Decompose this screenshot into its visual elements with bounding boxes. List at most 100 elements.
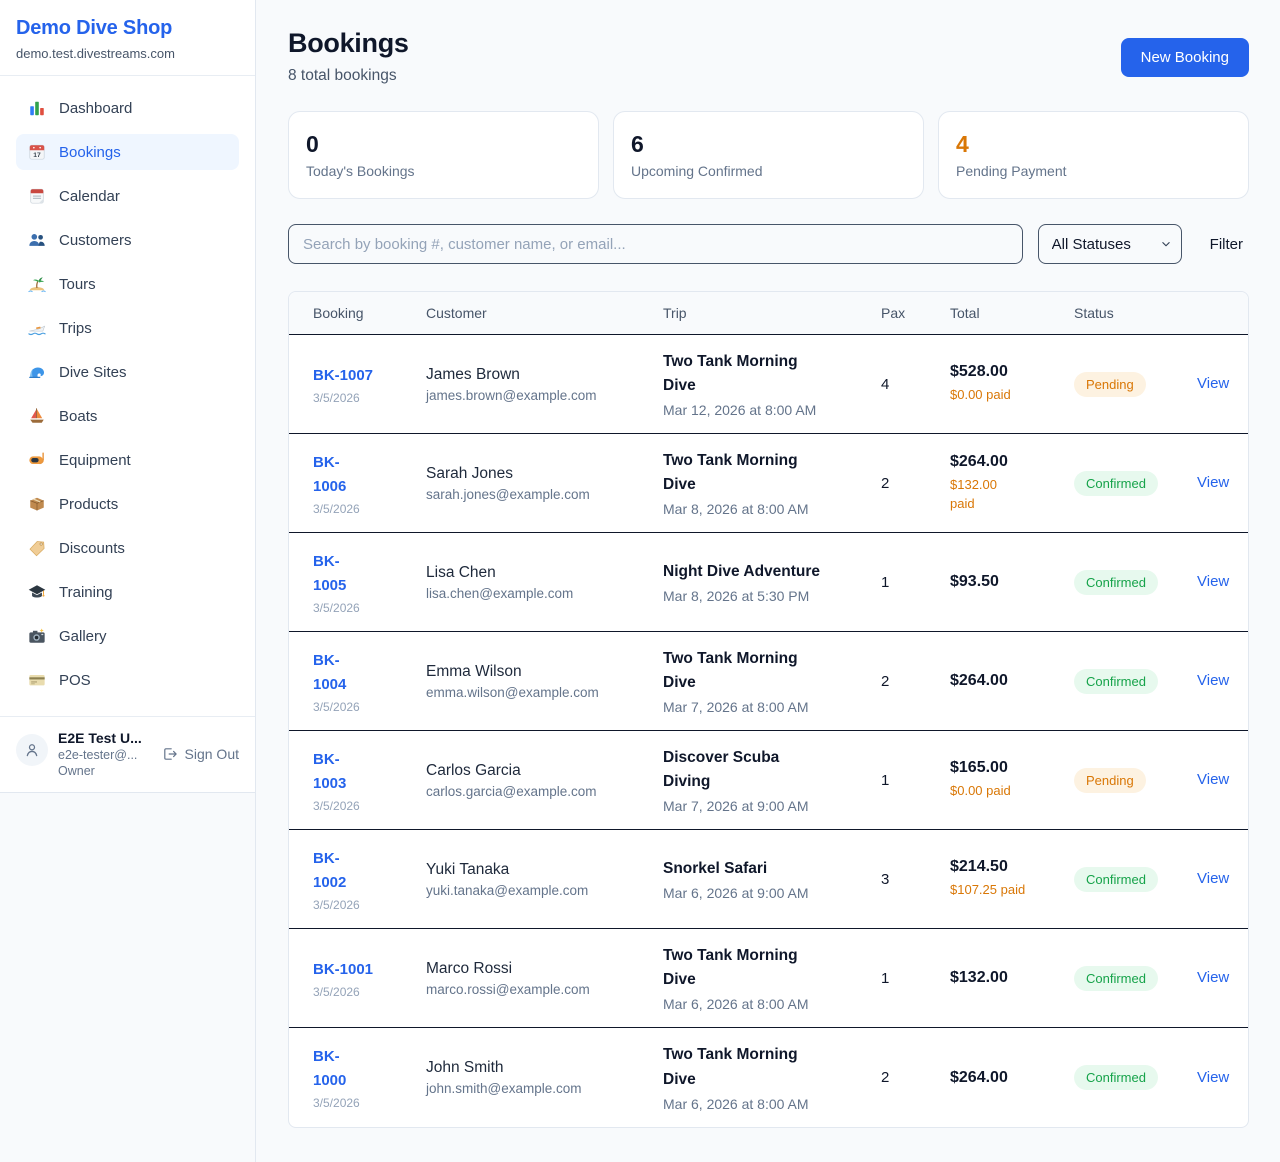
customer-name: Sarah Jones bbox=[426, 464, 514, 482]
booking-id-link[interactable]: BK- 1000 bbox=[313, 1048, 347, 1089]
sidebar-item-tours[interactable]: Tours bbox=[16, 266, 239, 302]
sidebar-item-customers[interactable]: Customers bbox=[16, 222, 239, 258]
status-cell: Pending bbox=[1050, 360, 1173, 409]
view-cell: View bbox=[1173, 660, 1248, 702]
credit-card-icon bbox=[28, 671, 46, 689]
booking-date: 3/5/2026 bbox=[313, 897, 360, 912]
total-cell: $93.50 bbox=[926, 561, 1050, 603]
status-badge: Pending bbox=[1074, 371, 1146, 397]
booking-id-link[interactable]: BK- 1002 bbox=[313, 849, 347, 891]
paid-amount: $0.00 paid bbox=[950, 387, 1011, 403]
total-amount: $132.00 bbox=[950, 969, 1008, 986]
customer-cell: Emma Wilson emma.wilson@example.com bbox=[402, 651, 639, 712]
booking-id-link[interactable]: BK- 1005 bbox=[313, 552, 347, 594]
sidebar-item-label: Gallery bbox=[59, 627, 107, 645]
sidebar-item-training[interactable]: Training bbox=[16, 574, 239, 610]
customer-name: James Brown bbox=[426, 365, 520, 383]
table-header: Booking Customer Trip Pax Total Status bbox=[289, 292, 1248, 335]
status-badge: Confirmed bbox=[1074, 569, 1158, 595]
sidebar-panel: Demo Dive Shop demo.test.divestreams.com… bbox=[0, 0, 255, 793]
view-link[interactable]: View bbox=[1197, 672, 1230, 689]
stat-label: Today's Bookings bbox=[306, 163, 415, 179]
view-link[interactable]: View bbox=[1197, 771, 1230, 788]
view-link[interactable]: View bbox=[1197, 375, 1230, 392]
sign-out-button[interactable]: Sign Out bbox=[162, 746, 239, 762]
sidebar-item-calendar[interactable]: Calendar bbox=[16, 178, 239, 214]
search-input[interactable] bbox=[288, 224, 1023, 264]
view-link[interactable]: View bbox=[1197, 870, 1230, 887]
sidebar-item-bookings[interactable]: Bookings bbox=[16, 134, 239, 170]
booking-id-link[interactable]: BK-1001 bbox=[313, 960, 374, 978]
col-header-booking: Booking bbox=[313, 305, 364, 321]
booking-cell: BK- 1004 3/5/2026 bbox=[289, 637, 402, 726]
page-title-block: Bookings 8 total bookings bbox=[288, 28, 409, 85]
sidebar-item-discounts[interactable]: Discounts bbox=[16, 530, 239, 566]
sailboat-icon bbox=[28, 407, 46, 425]
sidebar-item-pos[interactable]: POS bbox=[16, 662, 239, 698]
status-badge: Confirmed bbox=[1074, 470, 1158, 496]
sidebar-item-gallery[interactable]: Gallery bbox=[16, 618, 239, 654]
view-link[interactable]: View bbox=[1197, 474, 1230, 491]
customer-cell: Sarah Jones sarah.jones@example.com bbox=[402, 453, 639, 514]
sidebar-item-trips[interactable]: Trips bbox=[16, 310, 239, 346]
sidebar-item-label: Trips bbox=[59, 319, 92, 337]
total-amount: $264.00 bbox=[950, 672, 1008, 689]
view-link[interactable]: View bbox=[1197, 969, 1230, 986]
sidebar-item-products[interactable]: Products bbox=[16, 486, 239, 522]
sidebar-item-label: POS bbox=[59, 671, 91, 689]
filter-row: All Statuses Filter bbox=[288, 224, 1249, 264]
trip-name: Two Tank Morning Dive bbox=[663, 649, 798, 691]
view-link[interactable]: View bbox=[1197, 573, 1230, 590]
filter-button[interactable]: Filter bbox=[1204, 228, 1249, 261]
booking-date: 3/5/2026 bbox=[313, 600, 360, 615]
pax-count: 1 bbox=[881, 969, 890, 987]
camera-icon bbox=[28, 627, 46, 645]
stats-row: 0 Today's Bookings 6 Upcoming Confirmed … bbox=[288, 111, 1249, 199]
trip-cell: Two Tank Morning Dive Mar 6, 2026 at 8:0… bbox=[639, 1031, 857, 1123]
pax-count: 2 bbox=[881, 474, 890, 492]
stat-value: 6 bbox=[631, 131, 644, 157]
table-row: BK-1007 3/5/2026 James Brown james.brown… bbox=[289, 335, 1248, 434]
stat-label: Upcoming Confirmed bbox=[631, 163, 763, 179]
trip-cell: Two Tank Morning Dive Mar 8, 2026 at 8:0… bbox=[639, 437, 857, 529]
sidebar-nav: Dashboard Bookings Calendar Customers To… bbox=[0, 76, 255, 716]
pax-count: 2 bbox=[881, 1069, 890, 1086]
booking-id-link[interactable]: BK- 1006 bbox=[313, 453, 347, 495]
sidebar-item-label: Calendar bbox=[59, 187, 120, 205]
stat-value: 4 bbox=[956, 131, 969, 157]
trip-datetime: Mar 6, 2026 at 8:00 AM bbox=[663, 1095, 809, 1112]
view-link[interactable]: View bbox=[1197, 1068, 1230, 1086]
booking-id-link[interactable]: BK- 1003 bbox=[313, 750, 347, 792]
sidebar-item-label: Tours bbox=[59, 275, 96, 293]
sidebar-item-dashboard[interactable]: Dashboard bbox=[16, 90, 239, 126]
user-name: E2E Test U... bbox=[58, 730, 142, 746]
paid-amount: $132.00 paid bbox=[950, 476, 997, 512]
sidebar-item-label: Training bbox=[59, 583, 113, 601]
customer-email: carlos.garcia@example.com bbox=[426, 783, 597, 799]
booking-cell: BK- 1003 3/5/2026 bbox=[289, 736, 402, 825]
status-badge: Confirmed bbox=[1074, 866, 1158, 892]
customer-email: sarah.jones@example.com bbox=[426, 486, 590, 502]
sidebar-item-dive-sites[interactable]: Dive Sites bbox=[16, 354, 239, 390]
col-header-customer: Customer bbox=[426, 305, 487, 321]
total-cell: $165.00 $0.00 paid bbox=[926, 747, 1050, 813]
booking-date: 3/5/2026 bbox=[313, 1096, 360, 1110]
user-role: Owner bbox=[58, 764, 95, 778]
total-cell: $214.50 $107.25 paid bbox=[926, 846, 1050, 912]
stat-todays-bookings: 0 Today's Bookings bbox=[288, 111, 599, 199]
customer-cell: Marco Rossi marco.rossi@example.com bbox=[402, 948, 639, 1009]
booking-id-link[interactable]: BK-1007 bbox=[313, 366, 374, 384]
customer-name: John Smith bbox=[426, 1059, 504, 1076]
page-title: Bookings bbox=[288, 28, 409, 58]
new-booking-button[interactable]: New Booking bbox=[1120, 38, 1249, 77]
customer-name: Carlos Garcia bbox=[426, 761, 521, 779]
booking-id-link[interactable]: BK- 1004 bbox=[313, 651, 347, 693]
sidebar-item-equipment[interactable]: Equipment bbox=[16, 442, 239, 478]
status-cell: Confirmed bbox=[1050, 855, 1173, 904]
sidebar-item-boats[interactable]: Boats bbox=[16, 398, 239, 434]
status-filter-select[interactable]: All Statuses bbox=[1037, 224, 1182, 264]
graduation-cap-icon bbox=[28, 583, 46, 601]
trip-datetime: Mar 7, 2026 at 9:00 AM bbox=[663, 798, 809, 815]
col-header-pax: Pax bbox=[881, 305, 906, 321]
booking-cell: BK- 1005 3/5/2026 bbox=[289, 538, 402, 627]
